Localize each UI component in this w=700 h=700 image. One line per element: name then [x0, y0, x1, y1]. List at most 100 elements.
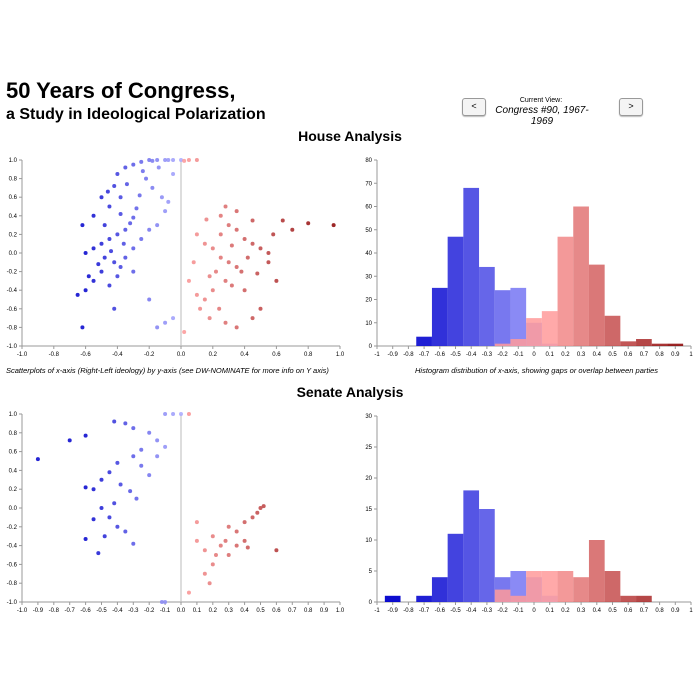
data-point — [218, 255, 223, 260]
data-point — [204, 217, 209, 222]
data-point — [140, 169, 145, 174]
dem-bar — [416, 336, 432, 346]
data-point — [124, 182, 129, 187]
rep-bar — [604, 571, 621, 602]
y-tick-label: 30 — [365, 414, 372, 420]
histogram-caption: Histogram distribution of x-axis, showin… — [415, 366, 659, 375]
data-point — [242, 288, 247, 293]
data-point — [171, 158, 176, 162]
data-point — [109, 249, 114, 254]
dem-bar — [463, 187, 480, 346]
data-point — [112, 306, 117, 311]
x-tick-label: -0.6 — [80, 608, 91, 614]
data-point — [139, 159, 144, 164]
data-point — [182, 158, 187, 163]
x-tick-label: 0.9 — [671, 352, 680, 358]
data-point — [86, 274, 91, 279]
data-point — [131, 215, 136, 220]
y-tick-label: -1.0 — [7, 344, 18, 350]
data-point — [223, 278, 228, 283]
data-point — [96, 262, 101, 267]
data-point — [250, 515, 255, 520]
y-tick-label: 20 — [365, 298, 372, 304]
house-scatter-chart: 1.0 0.8 0.6 0.4 0.2 0.0 -0.2 -0.4 -0.6 -0.8 -1.0 -1… — [7, 158, 345, 358]
x-tick-label: -1.0 — [17, 352, 28, 358]
data-point — [150, 185, 155, 190]
y-tick-label: 30 — [365, 274, 372, 280]
rep-bar — [494, 343, 511, 346]
x-tick-label: -0.8 — [403, 352, 414, 358]
y-tick-label: 80 — [365, 158, 372, 164]
data-point — [83, 251, 88, 255]
x-tick-label: 0.5 — [608, 352, 617, 358]
x-tick-label: 1 — [689, 352, 693, 358]
data-point — [118, 211, 123, 216]
data-point — [226, 260, 231, 265]
data-point — [80, 325, 85, 330]
data-point — [118, 195, 123, 200]
current-view-label: Current View: — [519, 97, 563, 104]
data-point — [250, 316, 255, 321]
x-tick-label: 0.7 — [288, 608, 297, 614]
x-tick-label: -0.9 — [388, 608, 399, 614]
data-point — [137, 193, 142, 198]
y-tick-label: 15 — [365, 507, 372, 513]
y-tick-label: 0 — [369, 600, 373, 606]
prev-congress-button[interactable]: < — [462, 98, 486, 116]
rep-bar — [557, 571, 574, 602]
data-point — [139, 463, 144, 468]
data-point — [118, 264, 123, 269]
data-point — [194, 538, 199, 543]
data-point — [242, 237, 247, 242]
x-tick-label: 0.6 — [624, 608, 633, 614]
page-subtitle: a Study in Ideological Polarization — [6, 106, 266, 123]
y-tick-label: 70 — [365, 181, 372, 187]
x-tick-label: 1.0 — [336, 352, 345, 358]
data-point — [226, 223, 231, 228]
y-tick-label: 1.0 — [9, 412, 18, 418]
data-point — [99, 241, 104, 246]
x-tick-label: -0.1 — [513, 608, 524, 614]
dem-bar — [447, 236, 464, 346]
data-point — [112, 260, 117, 265]
rep-bar — [541, 311, 558, 346]
data-point — [159, 195, 164, 200]
y-tick-label: -0.8 — [7, 581, 18, 587]
x-tick-label: 0.2 — [561, 352, 570, 358]
x-tick-label: 1 — [689, 608, 693, 614]
data-point — [123, 421, 128, 426]
data-point — [171, 316, 176, 321]
data-point — [91, 246, 96, 251]
data-point — [234, 325, 239, 330]
data-point — [91, 213, 96, 218]
next-congress-button[interactable]: > — [619, 98, 643, 116]
data-point — [131, 246, 136, 251]
data-point — [139, 447, 144, 452]
data-point — [123, 529, 128, 534]
x-tick-label: 0.4 — [240, 352, 249, 358]
x-tick-label: 0.8 — [655, 608, 664, 614]
data-point — [266, 260, 271, 265]
data-point — [207, 274, 212, 279]
y-tick-label: 0.8 — [9, 177, 18, 183]
data-point — [115, 524, 120, 529]
dem-bar — [479, 509, 495, 602]
senate-scatter-chart: 1.0 0.8 0.6 0.4 0.2 0.0 -0.2 -0.4 -0.6 -0.8 -1.0 -1… — [7, 412, 345, 614]
data-point — [115, 460, 120, 465]
data-point — [202, 241, 207, 246]
y-tick-label: -0.4 — [7, 288, 18, 294]
data-point — [139, 237, 144, 242]
dem-bar — [479, 266, 495, 346]
rep-bar — [667, 343, 684, 346]
x-tick-label: -0.3 — [482, 352, 493, 358]
y-tick-label: 50 — [365, 228, 372, 234]
data-point — [112, 501, 117, 506]
data-point — [171, 412, 176, 416]
data-point — [99, 506, 104, 510]
x-tick-label: -0.4 — [112, 352, 123, 358]
rep-bar — [541, 571, 558, 602]
y-tick-label: 40 — [365, 251, 372, 257]
rep-bar — [510, 595, 527, 602]
data-point — [210, 534, 215, 539]
